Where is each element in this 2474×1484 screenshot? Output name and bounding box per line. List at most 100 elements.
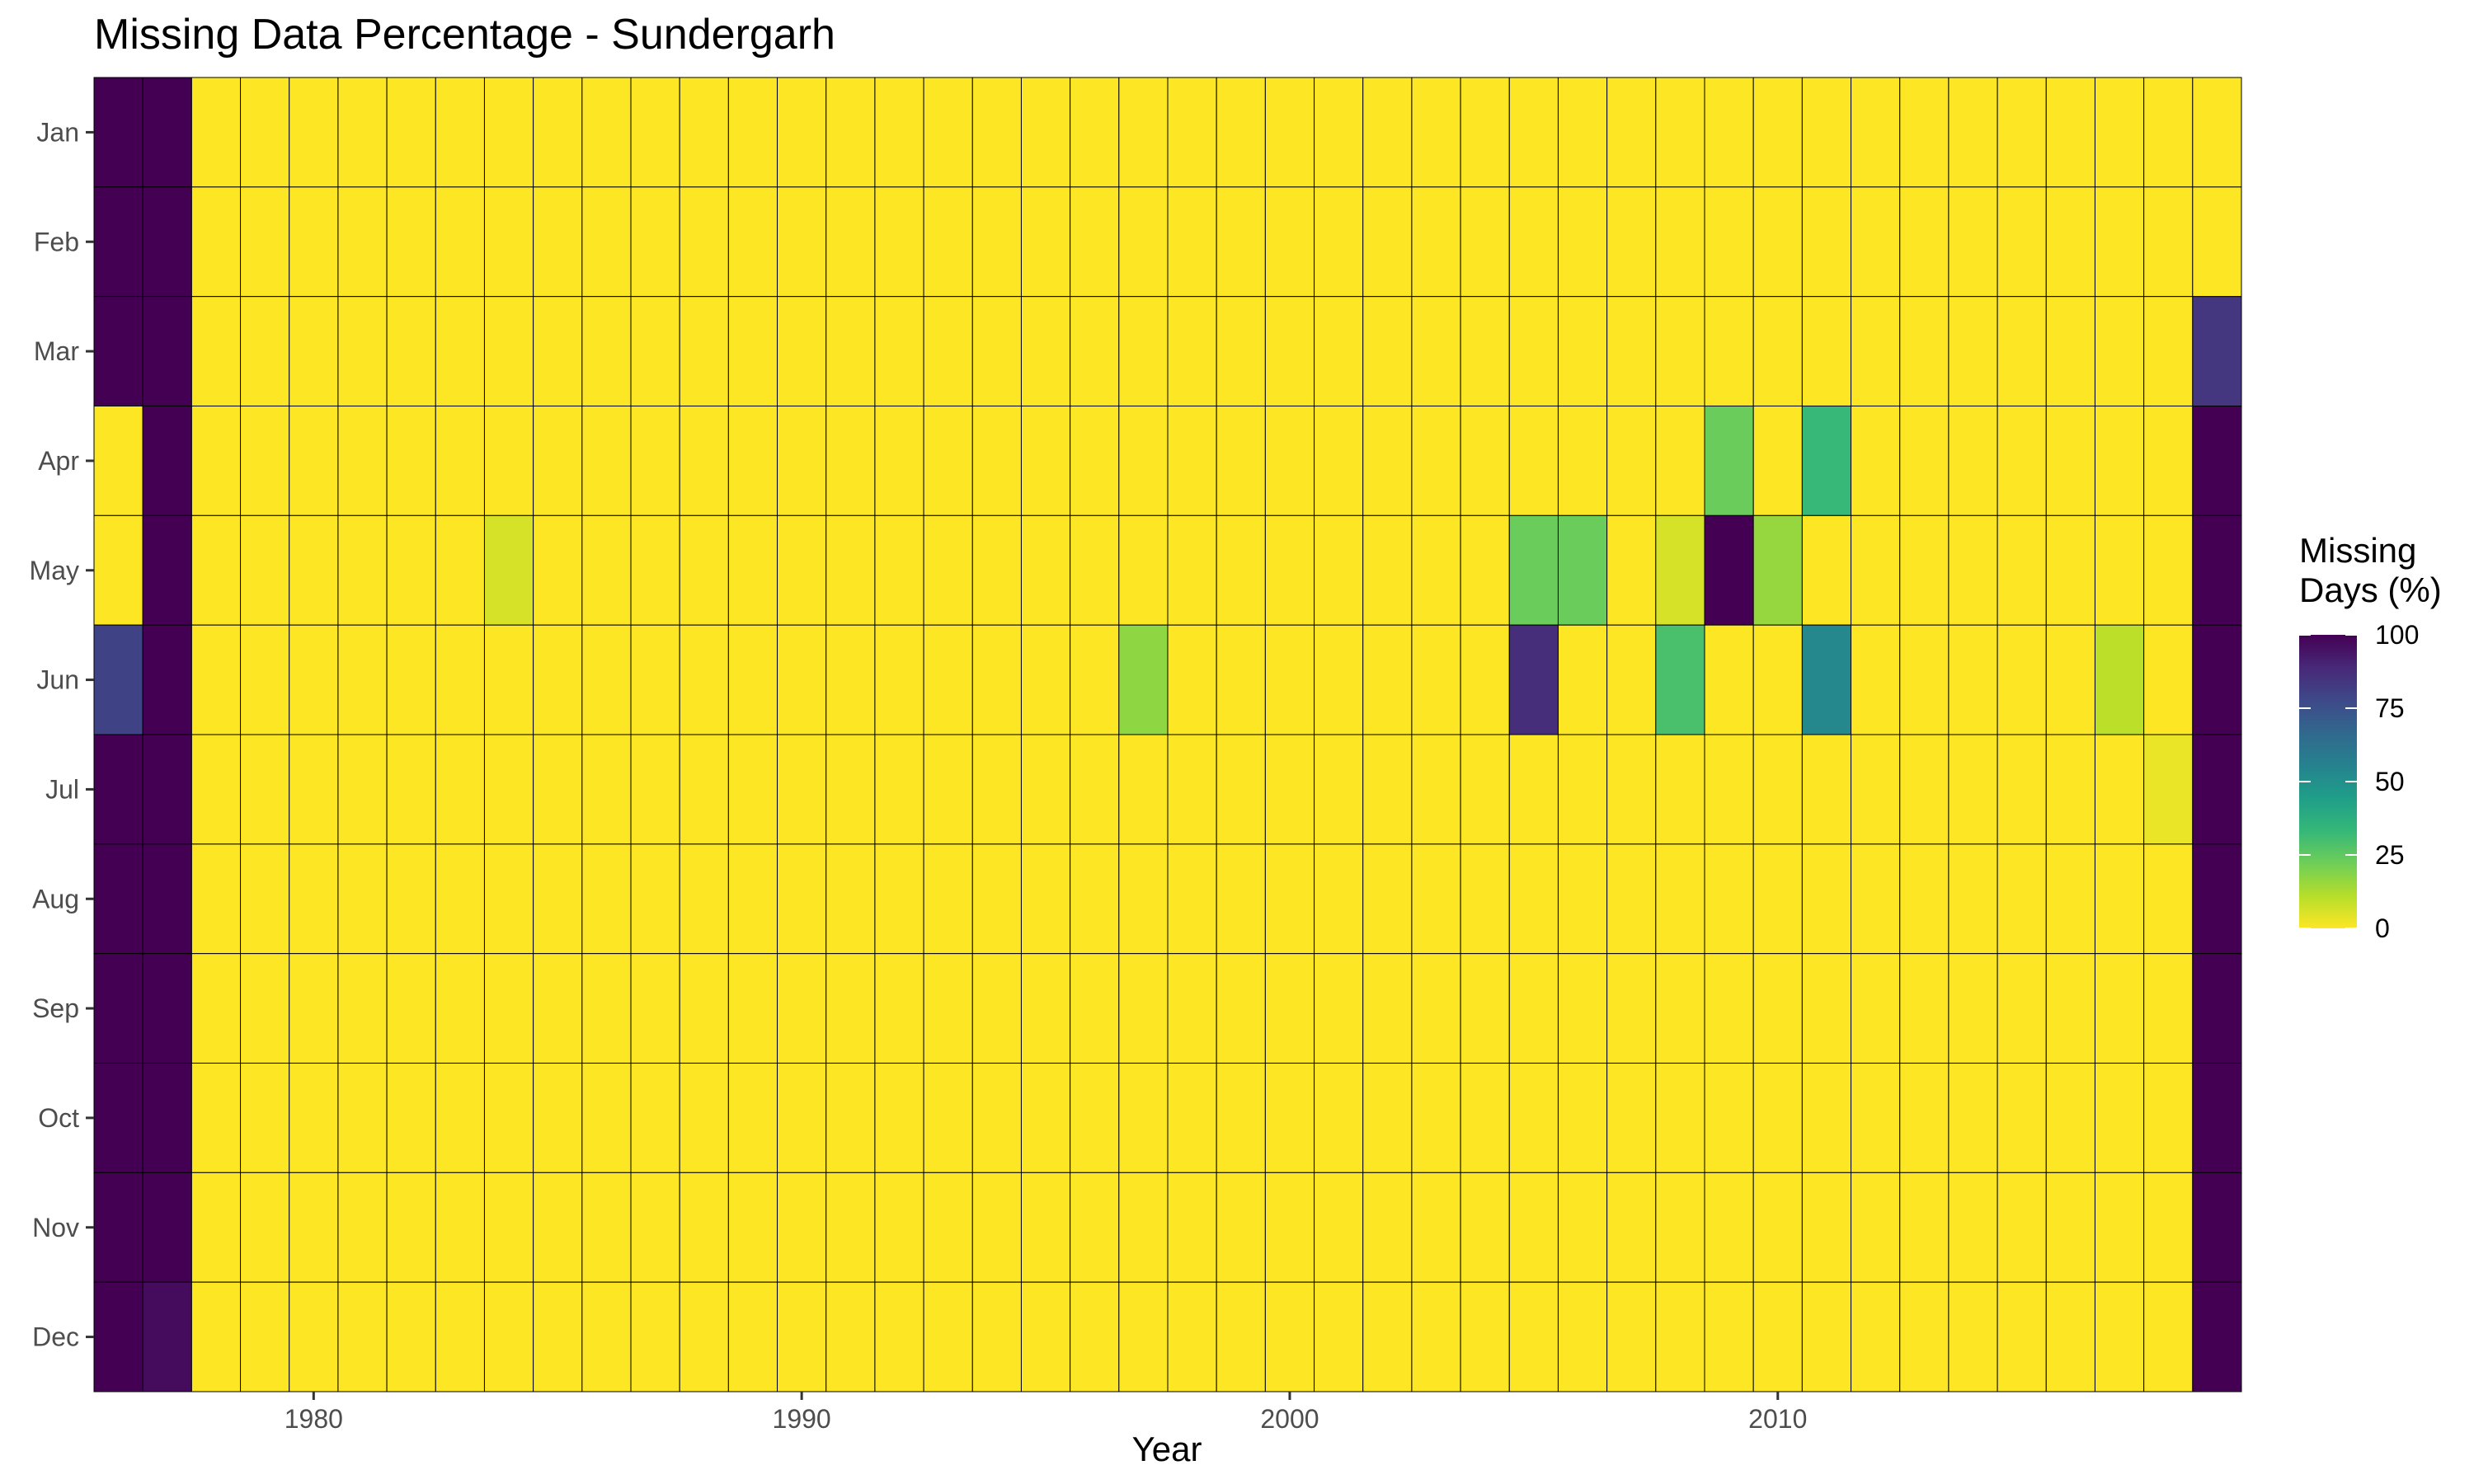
heatmap-cell — [1704, 1172, 1754, 1283]
heatmap-cell — [923, 1172, 973, 1283]
heatmap-cell — [483, 296, 534, 406]
y-tick-label: Mar — [34, 336, 79, 366]
heatmap-cell — [1264, 1172, 1315, 1283]
heatmap-cell — [971, 843, 1022, 955]
heatmap-cell — [1948, 1172, 1998, 1283]
heatmap-cell — [1851, 1172, 1901, 1283]
heatmap-cell — [1606, 77, 1657, 188]
heatmap-cell — [533, 1281, 583, 1392]
heatmap-cell — [581, 186, 632, 298]
heatmap-cell — [1704, 296, 1754, 406]
heatmap-cell — [1411, 624, 1461, 735]
heatmap-cell — [727, 953, 778, 1064]
heatmap-cell — [874, 843, 924, 955]
heatmap-cell — [1997, 953, 2047, 1064]
heatmap-cell — [971, 1063, 1022, 1173]
heatmap-cell — [2094, 77, 2145, 188]
heatmap-cell — [1557, 624, 1608, 735]
heatmap-cell — [2094, 1172, 2145, 1283]
heatmap-cell — [240, 1063, 290, 1173]
heatmap-cell — [1460, 186, 1510, 298]
heatmap-cell — [679, 953, 729, 1064]
heatmap-cell — [386, 77, 436, 188]
heatmap-cell — [142, 1281, 192, 1392]
heatmap-cell — [190, 843, 242, 955]
heatmap-cell — [2045, 843, 2095, 955]
heatmap-cell — [2045, 186, 2095, 298]
heatmap-cell — [1314, 1172, 1364, 1283]
heatmap-cell — [1411, 514, 1461, 626]
x-tick-label: 2010 — [1748, 1404, 1807, 1434]
heatmap-cell — [1606, 406, 1657, 516]
heatmap-cell — [1070, 186, 1120, 298]
heatmap-cell — [1020, 77, 1071, 188]
heatmap-cell — [240, 296, 290, 406]
heatmap-cell — [1508, 734, 1559, 845]
heatmap-cell — [1216, 953, 1266, 1064]
heatmap-cell — [2192, 624, 2242, 735]
heatmap-cell — [1508, 624, 1559, 735]
heatmap-cell — [1508, 77, 1559, 188]
heatmap-cell — [483, 186, 534, 298]
heatmap-cell — [435, 734, 485, 845]
heatmap-cell — [1167, 624, 1217, 735]
heatmap-cell — [1314, 624, 1364, 735]
heatmap-cell — [825, 296, 876, 406]
heatmap-cell — [1655, 734, 1705, 845]
heatmap-cell — [825, 1172, 876, 1283]
heatmap-cell — [1851, 406, 1901, 516]
heatmap-cell — [386, 514, 436, 626]
heatmap-cell — [825, 843, 876, 955]
heatmap-cell — [1948, 734, 1998, 845]
heatmap-cell — [1704, 734, 1754, 845]
heatmap-cell — [337, 1172, 388, 1283]
heatmap-cell — [93, 624, 143, 735]
heatmap-cell — [289, 406, 339, 516]
heatmap-cell — [1118, 406, 1169, 516]
heatmap-cell — [1752, 1172, 1803, 1283]
legend-break-label: 0 — [2375, 913, 2390, 943]
heatmap-cell — [483, 953, 534, 1064]
heatmap-cell — [971, 624, 1022, 735]
y-tick-label: Dec — [32, 1322, 79, 1352]
heatmap-cell — [2143, 1281, 2194, 1392]
heatmap-cell — [581, 77, 632, 188]
heatmap-cell — [1704, 843, 1754, 955]
heatmap-cell — [1508, 406, 1559, 516]
heatmap-cell — [1460, 296, 1510, 406]
heatmap-cell — [1851, 953, 1901, 1064]
heatmap-cell — [1264, 514, 1315, 626]
heatmap-cell — [142, 1172, 192, 1283]
heatmap-cell — [1070, 843, 1120, 955]
y-tick-label: Sep — [32, 993, 79, 1023]
heatmap-cell — [1899, 1172, 1950, 1283]
heatmap-cell — [1314, 1281, 1364, 1392]
heatmap-cell — [1264, 406, 1315, 516]
heatmap-cell — [1411, 1063, 1461, 1173]
heatmap-cell — [1508, 1281, 1559, 1392]
heatmap-cell — [630, 186, 680, 298]
heatmap-cell — [386, 1063, 436, 1173]
heatmap-cell — [923, 734, 973, 845]
heatmap-cell — [2045, 624, 2095, 735]
heatmap-cell — [1020, 1063, 1071, 1173]
heatmap-cell — [1264, 186, 1315, 298]
heatmap-cell — [1851, 1281, 1901, 1392]
heatmap-cell — [2094, 1281, 2145, 1392]
heatmap-cell — [289, 186, 339, 298]
heatmap-cell — [2143, 624, 2194, 735]
heatmap-cell — [190, 186, 242, 298]
heatmap-cell — [289, 624, 339, 735]
heatmap-cell — [630, 514, 680, 626]
heatmap-cell — [1411, 734, 1461, 845]
heatmap-cell — [1020, 843, 1071, 955]
heatmap-cell — [1020, 296, 1071, 406]
heatmap-cell — [240, 843, 290, 955]
heatmap-cell — [1752, 953, 1803, 1064]
heatmap-cell — [1606, 296, 1657, 406]
heatmap-cell — [1752, 77, 1803, 188]
heatmap-cell — [2094, 734, 2145, 845]
heatmap-cell — [1118, 1281, 1169, 1392]
heatmap-cell — [2094, 1063, 2145, 1173]
